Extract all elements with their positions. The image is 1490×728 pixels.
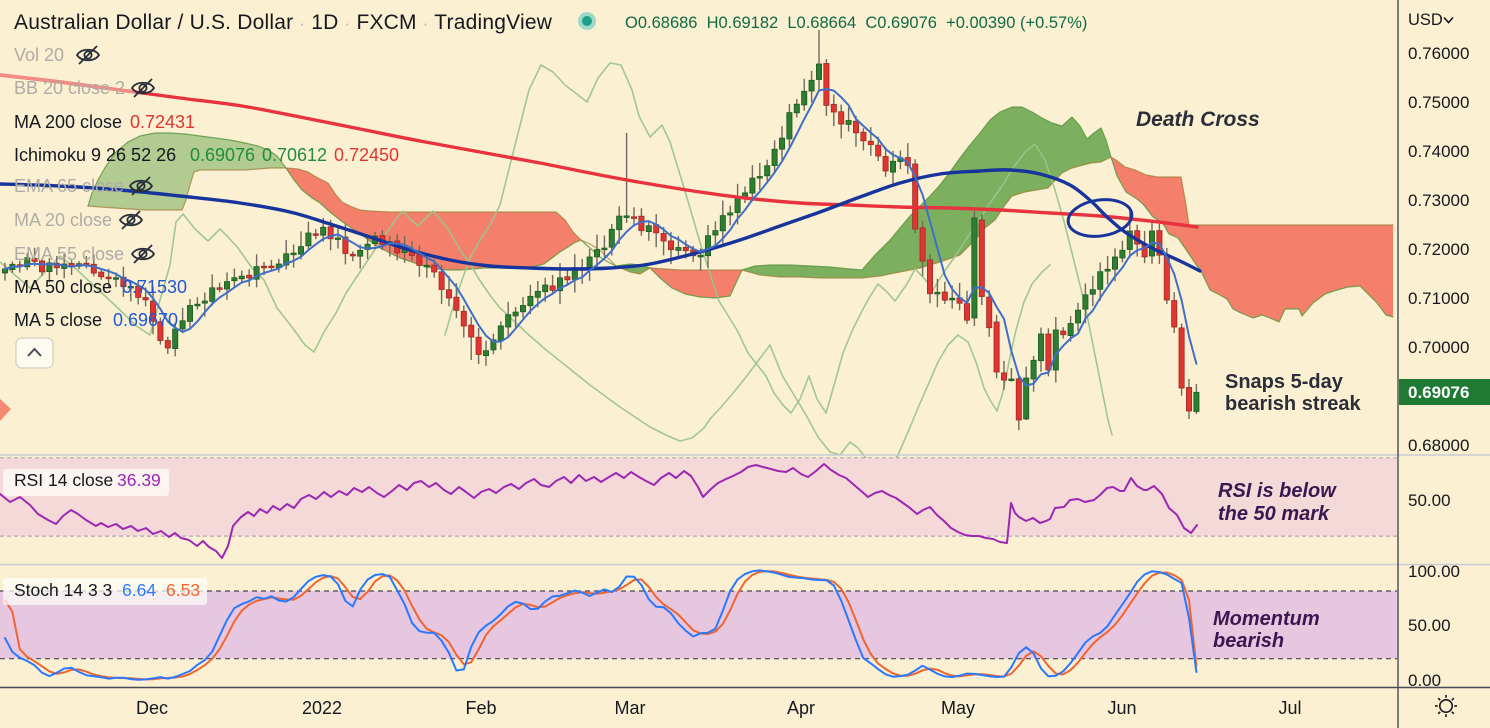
svg-text:Dec: Dec bbox=[136, 698, 168, 718]
svg-text:0.69076: 0.69076 bbox=[190, 145, 255, 165]
svg-text:Feb: Feb bbox=[465, 698, 496, 718]
svg-text:Momentum: Momentum bbox=[1213, 608, 1320, 630]
svg-text:0.69670: 0.69670 bbox=[113, 310, 178, 330]
svg-text:Jun: Jun bbox=[1107, 698, 1136, 718]
svg-text:0.73000: 0.73000 bbox=[1408, 191, 1469, 210]
svg-text:MA 5 close: MA 5 close bbox=[14, 310, 102, 330]
svg-text:MA 50 close: MA 50 close bbox=[14, 277, 112, 297]
svg-text:May: May bbox=[941, 698, 975, 718]
svg-text:Stoch 14 3 3: Stoch 14 3 3 bbox=[14, 580, 112, 600]
svg-text:Vol 20: Vol 20 bbox=[14, 45, 64, 65]
svg-text:EMA 65 close: EMA 65 close bbox=[14, 176, 124, 196]
svg-text:6.53: 6.53 bbox=[166, 580, 200, 600]
svg-text:0.71530: 0.71530 bbox=[122, 277, 187, 297]
svg-text:USD: USD bbox=[1408, 11, 1443, 29]
svg-text:0.72000: 0.72000 bbox=[1408, 240, 1469, 259]
svg-text:0.74000: 0.74000 bbox=[1408, 142, 1469, 161]
svg-text:Death Cross: Death Cross bbox=[1136, 108, 1260, 131]
svg-text:50.00: 50.00 bbox=[1408, 491, 1451, 510]
svg-text:O0.68686 H0.69182 L0.68664: O0.68686 H0.69182 L0.68664 C0.69076 +0.0… bbox=[625, 14, 1087, 32]
svg-text:0.76000: 0.76000 bbox=[1408, 44, 1469, 63]
svg-text:6.64: 6.64 bbox=[122, 580, 156, 600]
svg-text:bearish streak: bearish streak bbox=[1225, 393, 1362, 415]
svg-text:Australian Dollar / U.S. Dolla: Australian Dollar / U.S. Dollar · 1D · F… bbox=[14, 11, 553, 34]
svg-text:RSI is below: RSI is below bbox=[1218, 480, 1337, 502]
svg-text:MA 200 close: MA 200 close bbox=[14, 112, 122, 132]
svg-text:EMA 55 close: EMA 55 close bbox=[14, 244, 124, 264]
svg-text:BB 20 close 2: BB 20 close 2 bbox=[14, 78, 125, 98]
svg-text:the 50 mark: the 50 mark bbox=[1218, 503, 1330, 525]
svg-text:0.69076: 0.69076 bbox=[1408, 383, 1469, 402]
svg-text:50.00: 50.00 bbox=[1408, 616, 1451, 635]
svg-text:Mar: Mar bbox=[615, 698, 646, 718]
svg-text:0.75000: 0.75000 bbox=[1408, 93, 1469, 112]
svg-text:36.39: 36.39 bbox=[117, 470, 161, 490]
svg-text:Ichimoku 9 26 52 26: Ichimoku 9 26 52 26 bbox=[14, 145, 176, 165]
svg-text:0.00: 0.00 bbox=[1408, 671, 1441, 690]
svg-text:0.68000: 0.68000 bbox=[1408, 436, 1469, 455]
svg-text:RSI 14 close: RSI 14 close bbox=[14, 470, 113, 490]
svg-text:MA 20 close: MA 20 close bbox=[14, 210, 112, 230]
svg-text:0.72431: 0.72431 bbox=[130, 112, 195, 132]
svg-text:0.70612: 0.70612 bbox=[262, 145, 327, 165]
svg-text:Apr: Apr bbox=[787, 698, 815, 718]
svg-text:0.71000: 0.71000 bbox=[1408, 289, 1469, 308]
svg-text:0.70000: 0.70000 bbox=[1408, 338, 1469, 357]
svg-text:bearish: bearish bbox=[1213, 630, 1284, 652]
svg-text:0.72450: 0.72450 bbox=[334, 145, 399, 165]
svg-text:2022: 2022 bbox=[302, 698, 342, 718]
svg-text:Snaps 5-day: Snaps 5-day bbox=[1225, 371, 1344, 393]
svg-text:Jul: Jul bbox=[1278, 698, 1301, 718]
svg-text:100.00: 100.00 bbox=[1408, 562, 1460, 581]
